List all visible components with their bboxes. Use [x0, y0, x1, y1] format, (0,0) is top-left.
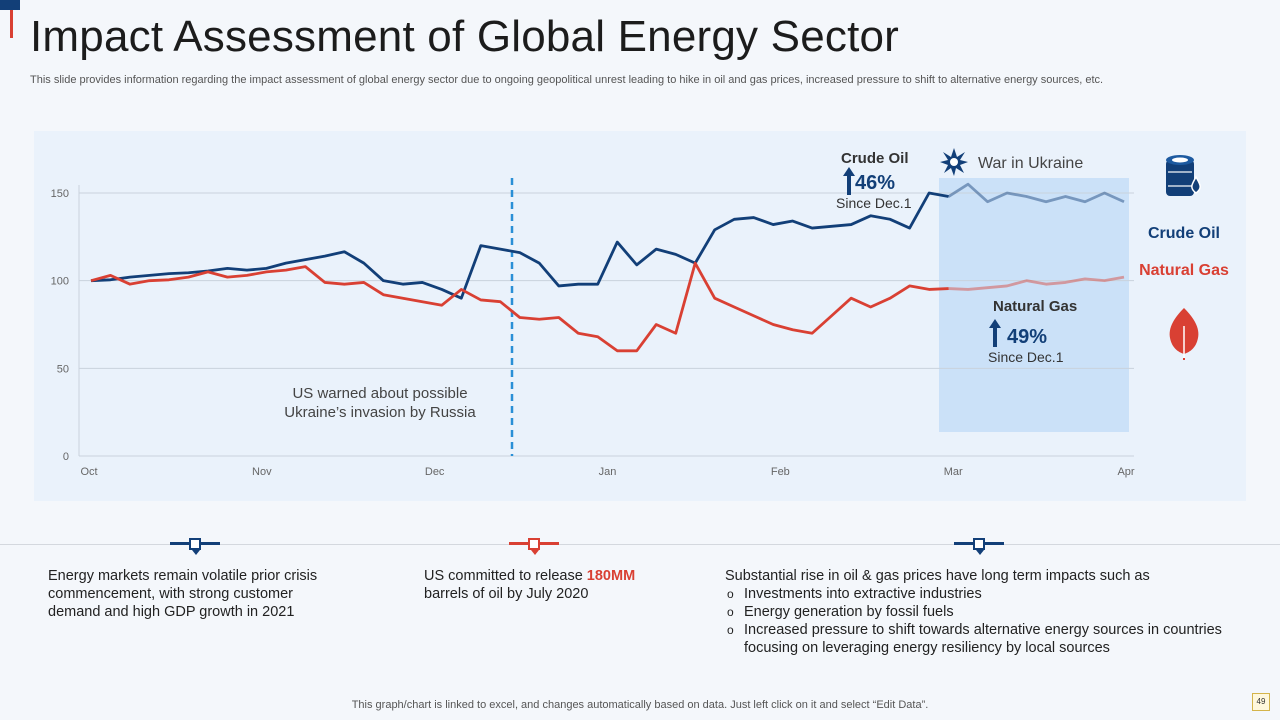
impact-item: Investments into extractive industries: [725, 585, 1235, 603]
x-tick-label: Nov: [252, 466, 272, 478]
gas-callout-title: Natural Gas: [993, 298, 1077, 315]
x-tick-label: Mar: [944, 466, 963, 478]
note-marker-3: [954, 537, 1004, 557]
page-subtitle: This slide provides information regardin…: [30, 74, 1104, 86]
y-tick-label: 150: [51, 188, 69, 200]
crude-callout-title: Crude Oil: [841, 150, 909, 167]
chart-panel[interactable]: 0 50 100 150 Oct Nov Dec Jan Feb Mar Apr US warne…: [34, 131, 1246, 501]
impact-list: Investments into extractive industries E…: [725, 585, 1235, 657]
page-title: Impact Assessment of Global Energy Secto…: [30, 12, 900, 61]
note-oil-release: US committed to release 180MM barrels of…: [424, 567, 664, 603]
title-accent-bar: [10, 10, 13, 38]
legend-crude-oil: Crude Oil: [1148, 225, 1220, 242]
crude-callout-percent: 46%: [855, 172, 895, 194]
up-arrow-icon: [843, 167, 855, 195]
note1-text: Energy markets remain volatile prior cri…: [48, 568, 318, 620]
note2-text-pre: US committed to release: [424, 568, 587, 584]
war-label: War in Ukraine: [978, 155, 1083, 172]
crude-oil-line[interactable]: [90, 191, 949, 300]
natural-gas-line-highlight[interactable]: [948, 275, 1125, 291]
flame-icon: [1169, 308, 1199, 360]
y-tick-label: 0: [63, 451, 69, 463]
crude-callout-since: Since Dec.1: [836, 195, 912, 211]
x-tick-label: Jan: [599, 466, 617, 478]
footer-note: This graph/chart is linked to excel, and…: [351, 699, 929, 711]
gas-callout-since: Since Dec.1: [988, 349, 1064, 365]
note2-highlight: 180MM: [586, 568, 636, 584]
explosion-icon: [940, 148, 968, 176]
crude-oil-line-highlight[interactable]: [947, 182, 1125, 204]
gas-callout-percent: 49%: [1007, 326, 1047, 348]
section-divider: [0, 544, 1280, 545]
page-number: 49: [1252, 693, 1270, 711]
war-highlight-region: [939, 178, 1129, 432]
note-marker-1: [170, 537, 220, 557]
oil-barrel-icon: [1166, 155, 1201, 196]
note2-text-post: barrels of oil by July 2020: [424, 586, 589, 602]
x-tick-label: Dec: [425, 466, 445, 478]
up-arrow-icon: [989, 319, 1001, 347]
event-label-line1: US warned about possible: [292, 385, 467, 402]
event-label-line2: Ukraine’s invasion by Russia: [284, 404, 476, 421]
y-tick-label: 100: [51, 276, 69, 288]
line-chart[interactable]: 0 50 100 150 Oct Nov Dec Jan Feb Mar Apr US warne…: [34, 131, 1246, 501]
note-long-term-impacts: Substantial rise in oil & gas prices hav…: [725, 567, 1235, 657]
y-tick-label: 50: [57, 363, 69, 375]
impact-item: Energy generation by fossil fuels: [725, 603, 1235, 621]
natural-gas-line[interactable]: [90, 261, 949, 353]
legend-natural-gas: Natural Gas: [1139, 262, 1229, 279]
corner-accent: [0, 0, 20, 10]
x-tick-label: Feb: [771, 466, 790, 478]
note-market-volatility: Energy markets remain volatile prior cri…: [48, 567, 348, 621]
impact-item: Increased pressure to shift towards alte…: [725, 621, 1235, 657]
note-marker-2: [509, 537, 559, 557]
x-tick-label: Apr: [1117, 466, 1134, 478]
note3-intro: Substantial rise in oil & gas prices hav…: [725, 568, 1150, 584]
x-tick-label: Oct: [80, 466, 97, 478]
